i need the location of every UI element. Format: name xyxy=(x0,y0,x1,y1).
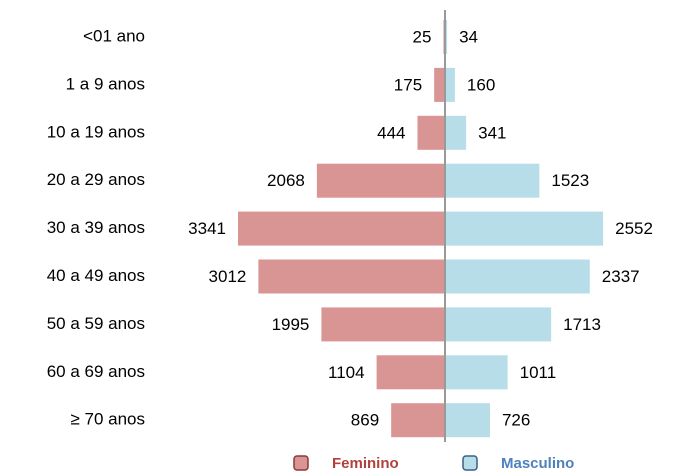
category-label: 30 a 39 anos xyxy=(47,218,145,237)
value-label: 1104 xyxy=(328,363,365,382)
legend-swatch xyxy=(293,455,309,471)
value-label: 341 xyxy=(478,123,506,142)
category-label: ≥ 70 anos xyxy=(70,410,145,429)
value-label: 25 xyxy=(413,27,432,46)
value-label: 1995 xyxy=(272,315,310,334)
value-label: 444 xyxy=(377,123,405,142)
category-label: 10 a 19 anos xyxy=(47,122,145,141)
category-label: 20 a 29 anos xyxy=(47,170,145,189)
bar xyxy=(417,115,445,150)
bar xyxy=(445,67,455,102)
value-label: 3012 xyxy=(209,267,247,286)
value-label: 34 xyxy=(459,27,478,46)
bar xyxy=(376,355,445,390)
value-label: 2552 xyxy=(615,219,653,238)
bar xyxy=(445,211,604,246)
bar xyxy=(445,403,490,438)
value-label: 1713 xyxy=(563,315,601,334)
bar xyxy=(445,20,448,54)
value-label: 1523 xyxy=(551,171,589,190)
value-label: 160 xyxy=(467,75,495,94)
bar xyxy=(445,355,508,390)
value-label: 2337 xyxy=(602,267,640,286)
category-label: 50 a 59 anos xyxy=(47,314,145,333)
bar xyxy=(321,307,445,342)
value-label: 869 xyxy=(351,411,379,430)
value-label: 3341 xyxy=(188,219,226,238)
legend-swatch xyxy=(462,455,478,471)
bar xyxy=(391,403,445,438)
value-label: 2068 xyxy=(267,171,305,190)
bar xyxy=(445,307,552,342)
bar xyxy=(445,115,467,150)
value-label: 726 xyxy=(502,411,530,430)
category-label: 40 a 49 anos xyxy=(47,266,145,285)
bar xyxy=(316,163,445,198)
bar xyxy=(445,259,590,294)
bar xyxy=(258,259,445,294)
value-label: 1011 xyxy=(520,363,557,382)
category-label: <01 ano xyxy=(83,26,145,45)
legend-label: Feminino xyxy=(332,455,399,472)
category-label: 1 a 9 anos xyxy=(66,74,145,93)
category-label: 60 a 69 anos xyxy=(47,362,145,381)
bar xyxy=(445,163,540,198)
value-label: 175 xyxy=(394,75,422,94)
bar xyxy=(238,211,445,246)
legend-label: Masculino xyxy=(501,455,574,472)
bar xyxy=(434,67,445,102)
